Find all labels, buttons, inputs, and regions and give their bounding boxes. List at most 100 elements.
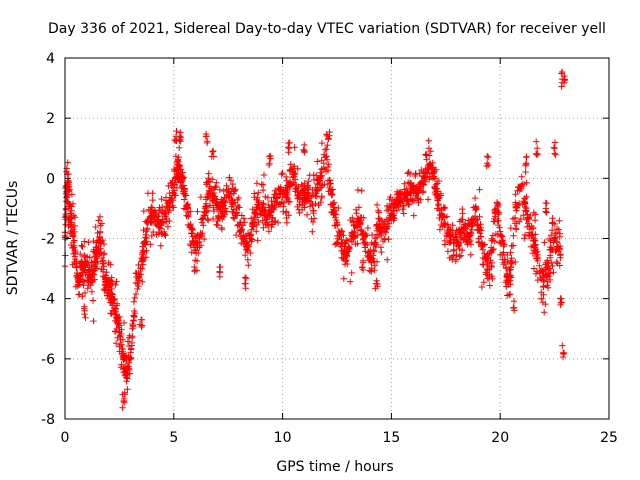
data-point	[340, 275, 347, 282]
data-point	[148, 212, 155, 219]
x-axis-title: GPS time / hours	[276, 459, 393, 475]
data-point	[480, 279, 487, 286]
data-point	[201, 205, 209, 212]
data-point	[551, 145, 558, 152]
data-point	[547, 254, 554, 261]
data-point	[139, 278, 146, 285]
data-point	[532, 247, 539, 255]
data-point	[136, 271, 143, 278]
data-point	[310, 215, 318, 222]
data-point	[438, 211, 445, 218]
data-point	[510, 298, 518, 305]
data-point	[544, 284, 552, 291]
data-point	[350, 235, 357, 242]
data-point	[144, 217, 151, 225]
data-point	[92, 243, 99, 251]
data-point	[369, 255, 376, 262]
data-point	[338, 254, 345, 262]
data-point	[500, 261, 507, 268]
data-point	[254, 237, 261, 244]
data-point	[533, 138, 540, 145]
data-point	[138, 322, 146, 329]
data-point	[557, 301, 564, 309]
data-point	[530, 265, 538, 272]
data-point	[532, 150, 540, 157]
data-point	[305, 192, 313, 200]
data-point	[404, 191, 411, 199]
data-point	[147, 241, 154, 248]
data-point	[381, 235, 389, 242]
data-point	[173, 127, 180, 135]
data-point	[506, 266, 513, 274]
data-point	[199, 230, 206, 237]
data-point	[119, 336, 127, 343]
data-point	[100, 260, 107, 267]
data-point	[383, 224, 390, 231]
data-point	[279, 169, 286, 177]
data-point	[305, 178, 312, 185]
data-point	[533, 151, 540, 158]
axis-layer: 0 5 10 15 20 25 -8 -6 -4 -2 0 2 4	[41, 51, 618, 446]
data-point	[255, 189, 262, 196]
data-point	[536, 262, 543, 269]
data-point	[172, 153, 180, 160]
data-point	[507, 264, 514, 271]
data-point	[149, 190, 156, 197]
data-point	[371, 248, 378, 255]
data-point	[269, 221, 276, 228]
data-point	[113, 300, 121, 307]
data-point	[65, 198, 72, 206]
data-point	[164, 223, 172, 230]
data-point	[223, 208, 230, 215]
data-point	[124, 386, 131, 393]
data-point	[293, 185, 300, 192]
data-point	[116, 341, 124, 348]
data-point	[205, 217, 212, 224]
data-point	[523, 154, 530, 161]
data-point	[265, 201, 272, 209]
data-point	[292, 181, 300, 188]
data-point	[327, 190, 335, 197]
data-point	[383, 207, 391, 214]
data-point	[71, 214, 79, 221]
data-point	[506, 281, 514, 288]
data-point	[116, 328, 123, 335]
data-point	[318, 184, 325, 191]
data-point	[317, 169, 324, 176]
data-point	[161, 230, 168, 237]
data-point	[422, 166, 429, 174]
data-point	[200, 235, 208, 243]
data-point	[560, 349, 568, 357]
data-point	[484, 153, 491, 160]
data-point	[213, 202, 220, 209]
data-point	[553, 258, 560, 266]
data-point	[348, 238, 356, 246]
data-point	[298, 181, 305, 188]
data-point	[71, 237, 78, 244]
data-point	[93, 265, 101, 272]
data-point	[552, 234, 559, 241]
data-point	[475, 238, 483, 246]
data-point	[72, 255, 79, 263]
data-point	[456, 253, 463, 260]
data-point	[303, 211, 311, 218]
data-point	[534, 255, 541, 262]
data-point	[197, 193, 205, 201]
data-point	[488, 262, 495, 270]
data-point	[359, 257, 367, 264]
data-point	[112, 281, 119, 289]
data-point	[422, 178, 429, 185]
data-point	[140, 247, 147, 254]
data-point	[424, 196, 432, 203]
data-point	[376, 218, 383, 226]
data-point	[483, 255, 490, 262]
data-point	[265, 228, 273, 235]
data-point	[271, 218, 278, 225]
data-point	[264, 214, 271, 222]
data-point	[401, 180, 408, 187]
data-point	[405, 201, 413, 208]
data-point	[520, 180, 528, 188]
data-point	[389, 214, 397, 221]
data-point	[486, 282, 493, 289]
data-point	[501, 241, 508, 248]
